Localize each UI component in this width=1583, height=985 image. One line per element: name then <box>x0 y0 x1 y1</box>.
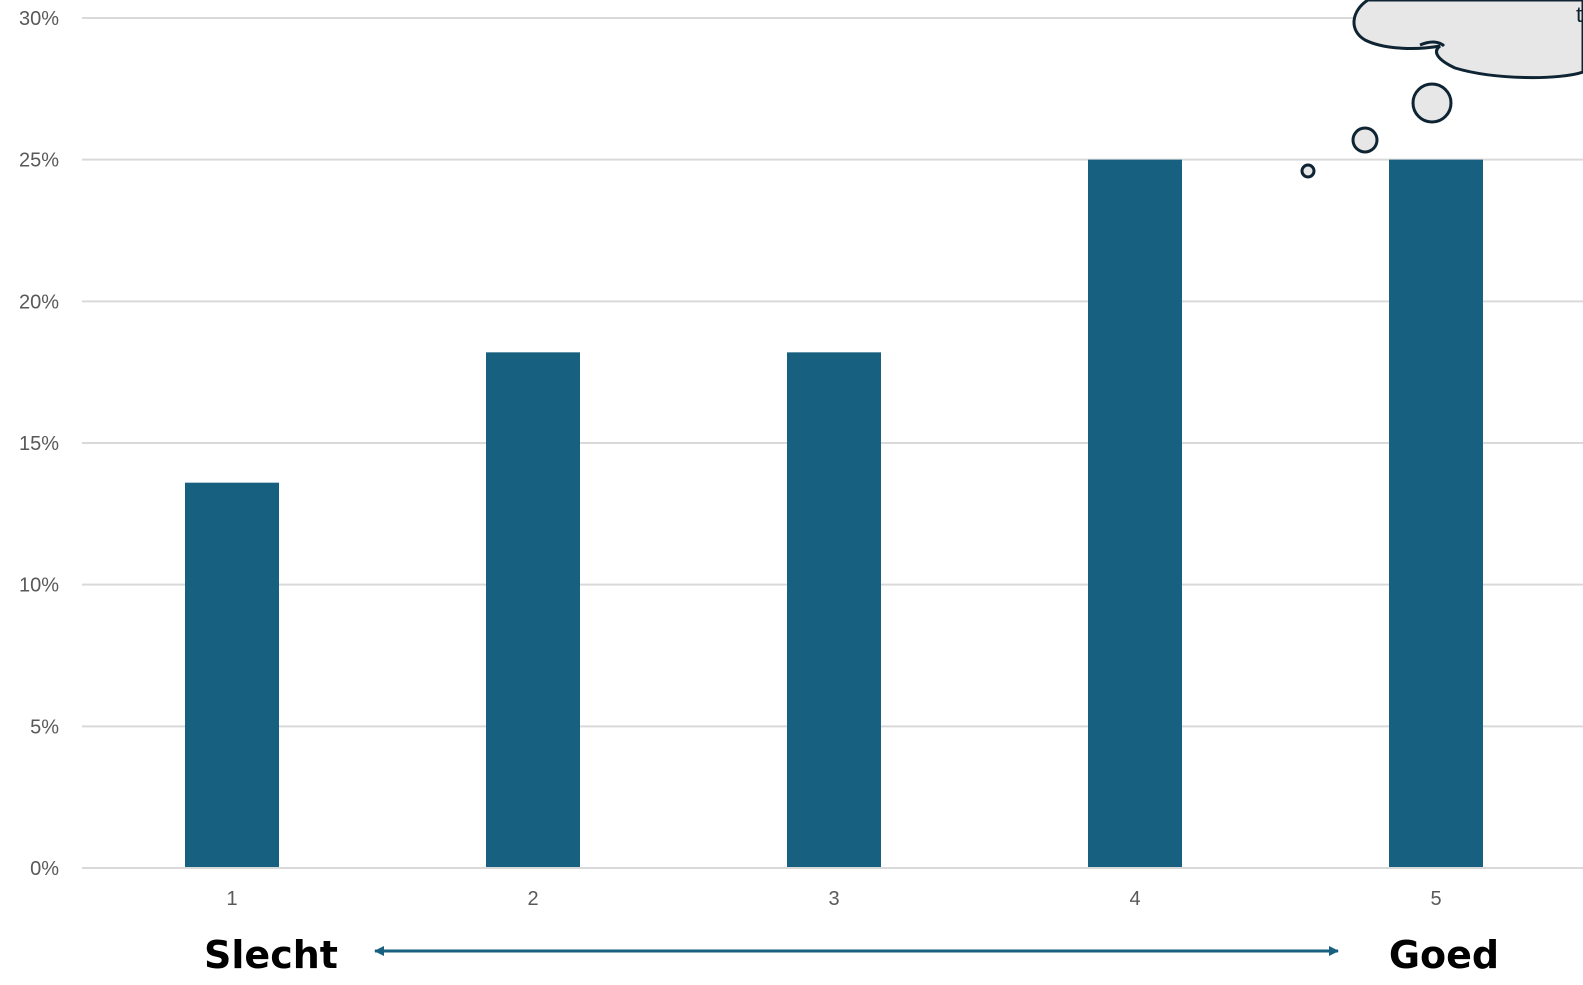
callout-text-fragment: t <box>1576 2 1582 27</box>
bar-2 <box>486 352 580 868</box>
y-tick-label: 20% <box>19 291 59 313</box>
x-tick-label: 3 <box>828 888 839 910</box>
bar-1 <box>185 482 279 868</box>
x-tick-label: 1 <box>226 888 237 910</box>
cloud-inner-curve <box>1419 40 1446 48</box>
y-tick-label: 30% <box>19 8 59 30</box>
thought-bubble-small <box>1300 163 1316 179</box>
y-tick-label: 25% <box>19 150 59 172</box>
y-tick-label: 5% <box>30 716 59 738</box>
thought-bubble-large <box>1411 82 1453 124</box>
bar-5 <box>1389 159 1483 868</box>
bars <box>185 159 1483 868</box>
thought-bubble-callout: t <box>1300 0 1583 179</box>
y-tick-label: 0% <box>30 858 59 880</box>
scale-low-label: Slecht <box>204 933 338 977</box>
cloud-shape <box>1352 0 1583 80</box>
y-tick-label: 10% <box>19 575 59 597</box>
x-axis-tick-labels: 1 2 3 4 5 <box>226 888 1441 910</box>
y-axis-tick-labels: 0% 5% 10% 15% 20% 25% 30% <box>19 8 59 880</box>
x-tick-label: 4 <box>1129 888 1140 910</box>
thought-bubble-medium <box>1351 126 1379 154</box>
y-tick-label: 15% <box>19 433 59 455</box>
x-tick-label: 2 <box>527 888 538 910</box>
x-tick-label: 5 <box>1430 888 1441 910</box>
bar-4 <box>1088 159 1182 868</box>
rating-scale-legend: Slecht Goed <box>204 933 1499 977</box>
scale-high-label: Goed <box>1389 933 1499 977</box>
bar-3 <box>787 352 881 868</box>
